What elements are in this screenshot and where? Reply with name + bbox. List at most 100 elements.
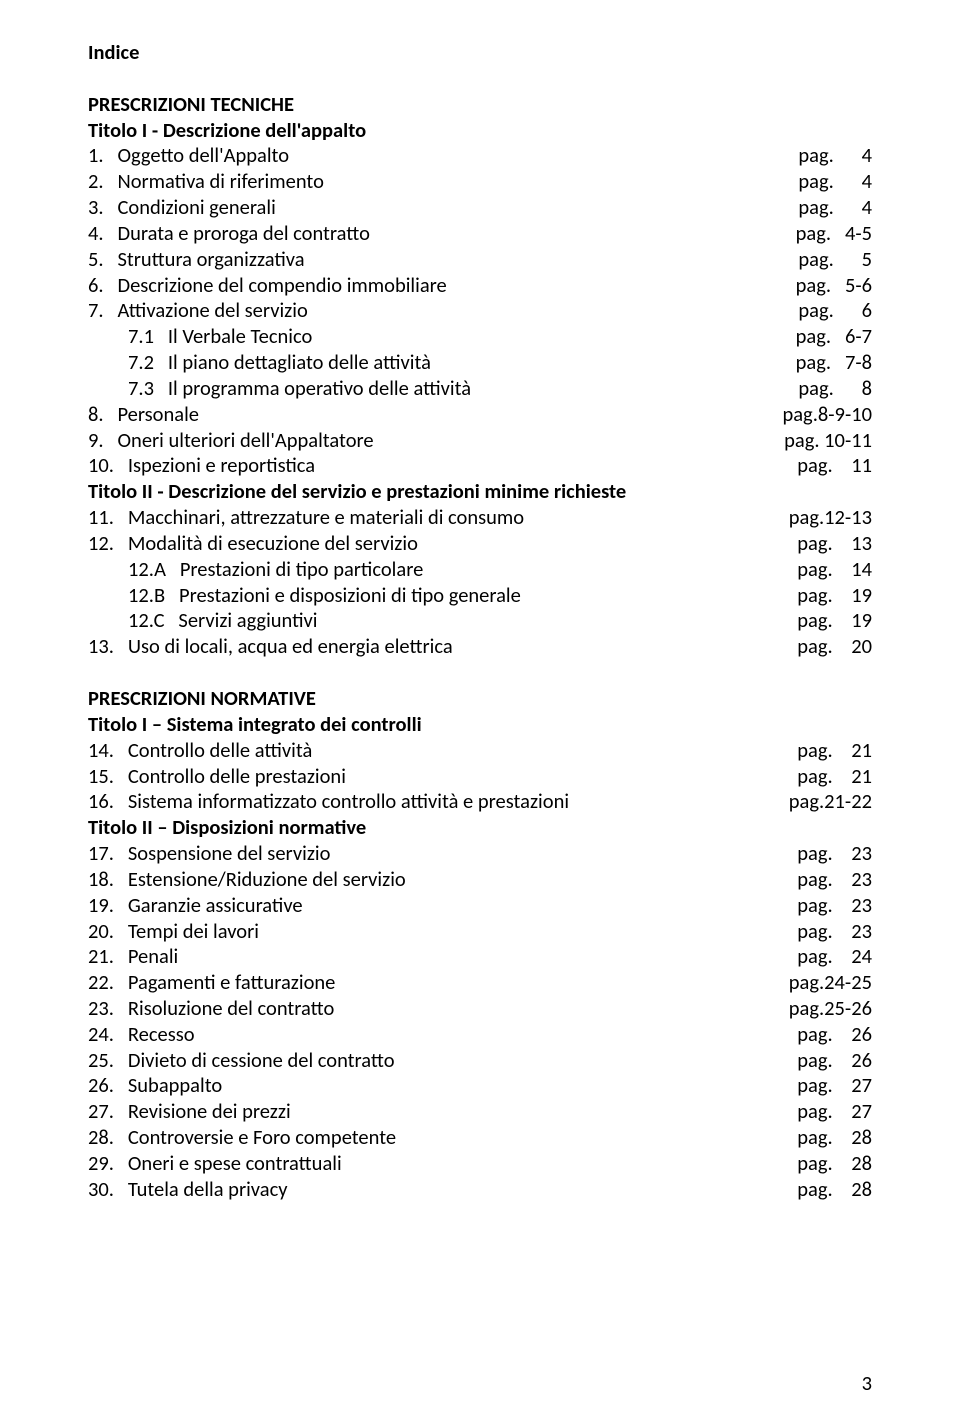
toc-row: 7.1 Il Verbale Tecnico pag. 6-7 bbox=[88, 324, 872, 350]
toc-entry-label: 27. Revisione dei prezzi bbox=[88, 1099, 291, 1125]
toc-entry-label: 30. Tutela della privacy bbox=[88, 1177, 288, 1203]
toc-entry-page: pag. 23 bbox=[797, 841, 872, 867]
section-heading: PRESCRIZIONI TECNICHE bbox=[88, 92, 872, 118]
toc-entry-page: pag. 7-8 bbox=[796, 350, 872, 376]
toc-entry-page: pag. 5-6 bbox=[796, 273, 872, 299]
toc-entry-label: 16. Sistema informatizzato controllo att… bbox=[88, 789, 569, 815]
toc-row: 2. Normativa di riferimento pag. 4 bbox=[88, 169, 872, 195]
toc-row: 12. Modalità di esecuzione del servizio p… bbox=[88, 531, 872, 557]
toc-entry-page: pag.24-25 bbox=[789, 970, 872, 996]
toc-entry-page: pag. 4 bbox=[798, 169, 872, 195]
toc-row: 3. Condizioni generali pag. 4 bbox=[88, 195, 872, 221]
toc-entry-page: pag. 4 bbox=[798, 143, 872, 169]
toc-entry-page: pag. 4-5 bbox=[796, 221, 872, 247]
toc-entry-label: 12. Modalità di esecuzione del servizio bbox=[88, 531, 418, 557]
toc-entry-label: 28. Controversie e Foro competente bbox=[88, 1125, 396, 1151]
toc-entry-page: pag. 23 bbox=[797, 867, 872, 893]
section-heading: PRESCRIZIONI NORMATIVE bbox=[88, 686, 872, 712]
toc-row: 26. Subappalto pag. 27 bbox=[88, 1073, 872, 1099]
toc-row: 8. Personale pag.8-9-10 bbox=[88, 402, 872, 428]
toc-row: 7.3 Il programma operativo delle attivit… bbox=[88, 376, 872, 402]
toc-entry-page: pag.25-26 bbox=[789, 996, 872, 1022]
toc-entry-page: pag. 20 bbox=[797, 634, 872, 660]
toc-row: 11. Macchinari, attrezzature e materiali… bbox=[88, 505, 872, 531]
toc-entry-label: 7.3 Il programma operativo delle attivit… bbox=[128, 376, 471, 402]
toc-entry-label: 12.A Prestazioni di tipo particolare bbox=[128, 557, 423, 583]
toc-entry-label: 23. Risoluzione del contratto bbox=[88, 996, 334, 1022]
toc-row: 4. Durata e proroga del contratto pag. 4-… bbox=[88, 221, 872, 247]
toc-entry-page: pag. 13 bbox=[797, 531, 872, 557]
toc-row: 24. Recesso pag. 26 bbox=[88, 1022, 872, 1048]
toc-entry-page: pag. 5 bbox=[798, 247, 872, 273]
toc-row: 25. Divieto di cessione del contratto pag… bbox=[88, 1048, 872, 1074]
toc-entry-page: pag. 26 bbox=[797, 1022, 872, 1048]
toc-entry-page: pag. 19 bbox=[797, 583, 872, 609]
toc-row: 27. Revisione dei prezzi pag. 27 bbox=[88, 1099, 872, 1125]
toc-entry-page: pag. 21 bbox=[797, 738, 872, 764]
toc-entry-label: 8. Personale bbox=[88, 402, 199, 428]
toc-entry-label: 20. Tempi dei lavori bbox=[88, 919, 259, 945]
toc-row: 19. Garanzie assicurativepag. 23 bbox=[88, 893, 872, 919]
section-subheading: Titolo I - Descrizione dell'appalto bbox=[88, 118, 872, 144]
toc-entry-label: 29. Oneri e spese contrattuali bbox=[88, 1151, 342, 1177]
toc-entry-page: pag. 28 bbox=[797, 1151, 872, 1177]
toc-row: 12.C Servizi aggiuntivipag. 19 bbox=[88, 608, 872, 634]
toc-row: 16. Sistema informatizzato controllo att… bbox=[88, 789, 872, 815]
toc-entry-page: pag. 24 bbox=[797, 944, 872, 970]
toc-entry-label: 10. Ispezioni e reportistica bbox=[88, 453, 315, 479]
toc-row: 28. Controversie e Foro competentepag. 2… bbox=[88, 1125, 872, 1151]
toc-entry-page: pag. 26 bbox=[797, 1048, 872, 1074]
toc-row: 10. Ispezioni e reportistica pag. 11 bbox=[88, 453, 872, 479]
toc-entry-label: 15. Controllo delle prestazioni bbox=[88, 764, 346, 790]
toc-entry-page: pag. 14 bbox=[797, 557, 872, 583]
toc-entry-label: 25. Divieto di cessione del contratto bbox=[88, 1048, 395, 1074]
toc-entry-page: pag. 28 bbox=[797, 1177, 872, 1203]
toc-entry-page: pag. 27 bbox=[797, 1073, 872, 1099]
toc-row: 17. Sospensione del servizio pag. 23 bbox=[88, 841, 872, 867]
toc-entry-page: pag. 21 bbox=[797, 764, 872, 790]
table-of-contents: PRESCRIZIONI TECNICHETitolo I - Descrizi… bbox=[88, 92, 872, 1203]
toc-entry-page: pag.8-9-10 bbox=[782, 402, 872, 428]
toc-entry-label: 24. Recesso bbox=[88, 1022, 195, 1048]
toc-entry-page: pag. 11 bbox=[797, 453, 872, 479]
section-subheading: Titolo II - Descrizione del servizio e p… bbox=[88, 479, 872, 505]
toc-entry-page: pag. 6-7 bbox=[796, 324, 872, 350]
toc-entry-page: pag. 4 bbox=[798, 195, 872, 221]
toc-entry-page: pag. 27 bbox=[797, 1099, 872, 1125]
toc-entry-label: 2. Normativa di riferimento bbox=[88, 169, 324, 195]
toc-entry-label: 21. Penali bbox=[88, 944, 178, 970]
toc-entry-label: 13. Uso di locali, acqua ed energia elet… bbox=[88, 634, 453, 660]
toc-entry-label: 9. Oneri ulteriori dell'Appaltatore bbox=[88, 428, 374, 454]
toc-entry-label: 11. Macchinari, attrezzature e materiali… bbox=[88, 505, 524, 531]
toc-row: 22. Pagamenti e fatturazione pag.24-25 bbox=[88, 970, 872, 996]
toc-entry-label: 17. Sospensione del servizio bbox=[88, 841, 330, 867]
toc-entry-label: 14. Controllo delle attività bbox=[88, 738, 312, 764]
spacer bbox=[88, 66, 872, 92]
toc-row: 14. Controllo delle attività pag. 21 bbox=[88, 738, 872, 764]
toc-row: 6. Descrizione del compendio immobiliare… bbox=[88, 273, 872, 299]
toc-row: 30. Tutela della privacy pag. 28 bbox=[88, 1177, 872, 1203]
toc-entry-label: 12.C Servizi aggiuntivi bbox=[128, 608, 318, 634]
toc-row: 20. Tempi dei lavori pag. 23 bbox=[88, 919, 872, 945]
toc-row: 29. Oneri e spese contrattuali pag. 28 bbox=[88, 1151, 872, 1177]
toc-entry-label: 5. Struttura organizzativa bbox=[88, 247, 305, 273]
toc-entry-label: 7.1 Il Verbale Tecnico bbox=[128, 324, 312, 350]
toc-row: 7. Attivazione del serviziopag. 6 bbox=[88, 298, 872, 324]
toc-row: 7.2 Il piano dettagliato delle attività p… bbox=[88, 350, 872, 376]
toc-row: 12.B Prestazioni e disposizioni di tipo … bbox=[88, 583, 872, 609]
toc-entry-label: 3. Condizioni generali bbox=[88, 195, 276, 221]
toc-entry-label: 22. Pagamenti e fatturazione bbox=[88, 970, 335, 996]
toc-entry-label: 26. Subappalto bbox=[88, 1073, 222, 1099]
toc-entry-label: 18. Estensione/Riduzione del servizio bbox=[88, 867, 406, 893]
section-subheading: Titolo II – Disposizioni normative bbox=[88, 815, 872, 841]
toc-entry-page: pag. 23 bbox=[797, 893, 872, 919]
toc-entry-label: 4. Durata e proroga del contratto bbox=[88, 221, 370, 247]
section-gap bbox=[88, 660, 872, 686]
toc-row: 1. Oggetto dell'Appaltopag. 4 bbox=[88, 143, 872, 169]
toc-row: 23. Risoluzione del contratto pag.25-26 bbox=[88, 996, 872, 1022]
toc-entry-page: pag.21-22 bbox=[789, 789, 872, 815]
toc-entry-label: 7.2 Il piano dettagliato delle attività bbox=[128, 350, 431, 376]
toc-entry-label: 7. Attivazione del servizio bbox=[88, 298, 308, 324]
toc-row: 18. Estensione/Riduzione del servizio pag… bbox=[88, 867, 872, 893]
toc-entry-page: pag. 23 bbox=[797, 919, 872, 945]
